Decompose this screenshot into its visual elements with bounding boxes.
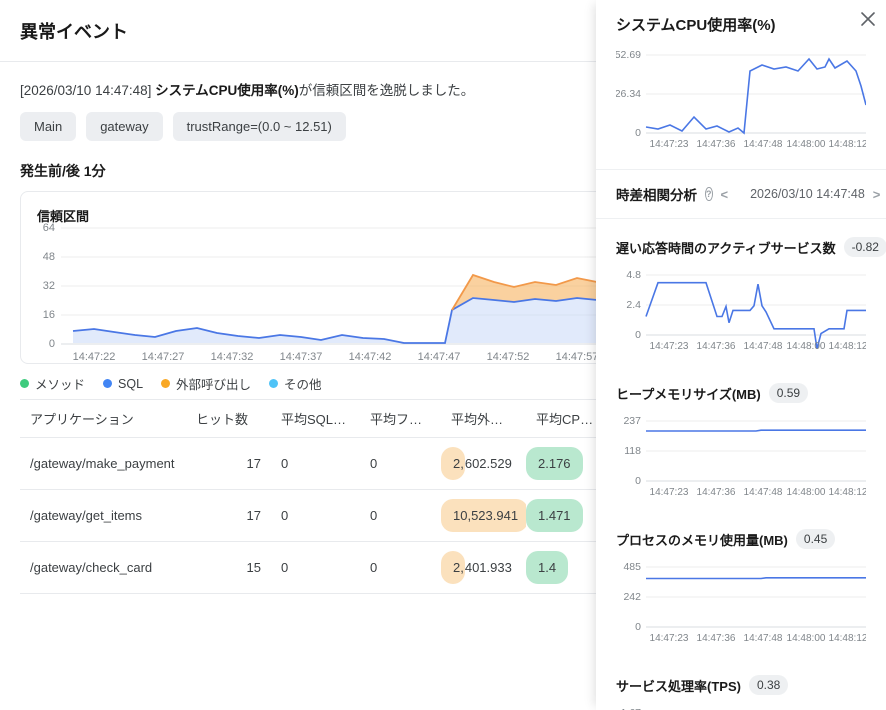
svg-text:14:47:36: 14:47:36 <box>697 139 736 150</box>
svg-text:14:48:12: 14:48:12 <box>829 633 866 644</box>
svg-text:0: 0 <box>635 621 641 633</box>
svg-text:14:47:36: 14:47:36 <box>697 341 736 352</box>
svg-text:14:47:23: 14:47:23 <box>650 341 689 352</box>
svg-text:26.34: 26.34 <box>616 88 641 100</box>
svg-text:14:47:23: 14:47:23 <box>650 633 689 644</box>
svg-text:14:47:48: 14:47:48 <box>744 633 783 644</box>
svg-text:14:47:36: 14:47:36 <box>697 633 736 644</box>
svg-text:485: 485 <box>623 561 641 573</box>
svg-text:0: 0 <box>635 475 641 487</box>
svg-text:14:47:22: 14:47:22 <box>73 351 116 363</box>
svg-text:118: 118 <box>624 445 641 457</box>
svg-text:14:48:12: 14:48:12 <box>829 341 866 352</box>
svg-text:14:47:48: 14:47:48 <box>744 139 783 150</box>
svg-text:14:48:12: 14:48:12 <box>829 487 866 498</box>
svg-text:4.8: 4.8 <box>626 269 641 281</box>
svg-text:14:47:48: 14:47:48 <box>744 487 783 498</box>
svg-text:52.69: 52.69 <box>616 49 641 61</box>
svg-text:14:47:37: 14:47:37 <box>280 351 323 363</box>
svg-text:14:48:00: 14:48:00 <box>787 633 826 644</box>
svg-text:14:48:00: 14:48:00 <box>787 341 826 352</box>
svg-text:237: 237 <box>623 415 641 427</box>
svg-text:14:48:00: 14:48:00 <box>787 139 826 150</box>
svg-text:14:47:42: 14:47:42 <box>349 351 392 363</box>
svg-text:14:47:48: 14:47:48 <box>744 341 783 352</box>
svg-text:14:48:12: 14:48:12 <box>829 139 866 150</box>
svg-text:14:47:47: 14:47:47 <box>418 351 461 363</box>
svg-text:14:47:23: 14:47:23 <box>650 139 689 150</box>
svg-text:14:47:32: 14:47:32 <box>211 351 254 363</box>
svg-text:242: 242 <box>623 591 641 603</box>
svg-text:0: 0 <box>635 329 641 341</box>
svg-text:14:48:00: 14:48:00 <box>787 487 826 498</box>
svg-text:14:47:52: 14:47:52 <box>487 351 530 363</box>
svg-text:14:47:23: 14:47:23 <box>650 487 689 498</box>
svg-text:0: 0 <box>635 127 641 139</box>
svg-text:14:47:36: 14:47:36 <box>697 487 736 498</box>
svg-text:2.4: 2.4 <box>626 299 641 311</box>
svg-text:0: 0 <box>49 338 55 350</box>
svg-text:14:47:27: 14:47:27 <box>142 351 185 363</box>
svg-text:48: 48 <box>43 251 55 263</box>
svg-text:14:47:57: 14:47:57 <box>556 351 596 363</box>
svg-text:16: 16 <box>43 309 55 321</box>
svg-text:32: 32 <box>43 280 55 292</box>
